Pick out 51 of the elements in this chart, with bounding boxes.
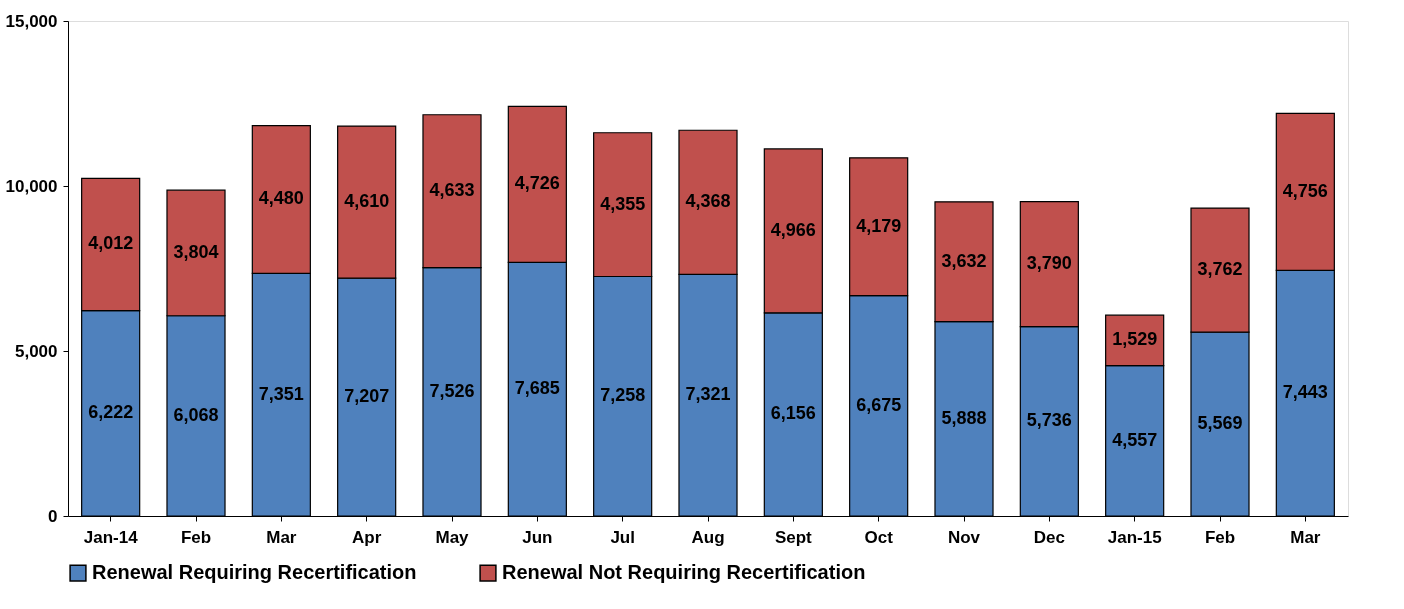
x-tick-label: Mar [266,527,297,547]
legend-label: Renewal Not Requiring Recertification [502,561,866,584]
data-label: 3,632 [941,250,987,271]
data-label: 6,222 [88,402,134,423]
data-label: 5,736 [1026,410,1072,431]
data-label: 4,557 [1112,429,1158,450]
data-label: 7,443 [1282,382,1328,403]
data-label: 4,610 [344,191,390,212]
data-label: 4,012 [88,233,134,254]
data-label: 3,762 [1197,259,1243,280]
x-tick-label: Feb [180,527,212,547]
data-label: 6,068 [173,404,219,425]
data-label: 4,726 [514,173,560,194]
x-tick-label: Jun [522,527,553,547]
y-tick-label: 10,000 [5,176,58,196]
data-label: 6,675 [856,394,902,415]
x-tick-label: Apr [352,527,382,547]
x-tick-label: Jan-14 [83,527,139,547]
data-label: 7,685 [514,378,560,399]
y-tick-label: 5,000 [14,341,58,361]
x-tick-label: Aug [691,527,725,547]
x-tick-label: Dec [1033,527,1065,547]
data-label: 7,321 [685,384,731,405]
x-tick-label: Mar [1290,527,1321,547]
x-tick-label: Sept [774,527,813,547]
data-label: 5,888 [941,407,987,428]
data-label: 7,207 [344,386,390,407]
data-label: 4,633 [429,180,475,201]
data-label: 4,966 [770,219,816,240]
data-label: 6,156 [770,403,816,424]
y-tick-label: 15,000 [5,11,58,31]
data-label: 5,569 [1197,413,1243,434]
x-tick-label: May [435,527,470,547]
x-tick-label: Jan-15 [1107,527,1162,547]
legend-label: Renewal Requiring Recertification [92,561,417,584]
data-label: 3,790 [1026,253,1072,274]
y-tick-label: 0 [48,506,58,526]
data-label: 7,351 [258,383,304,404]
data-label: 7,258 [600,385,646,406]
data-label: 3,804 [173,241,219,262]
data-label: 4,480 [258,188,304,209]
x-tick-label: Oct [864,527,894,547]
data-label: 1,529 [1112,329,1158,350]
x-tick-label: Jul [610,527,635,547]
data-label: 4,756 [1282,180,1328,201]
x-tick-label: Feb [1204,527,1236,547]
x-tick-label: Nov [947,527,981,547]
data-label: 4,368 [685,191,731,212]
data-label: 4,355 [600,193,646,214]
data-label: 4,179 [856,215,902,236]
data-label: 7,526 [429,380,475,401]
